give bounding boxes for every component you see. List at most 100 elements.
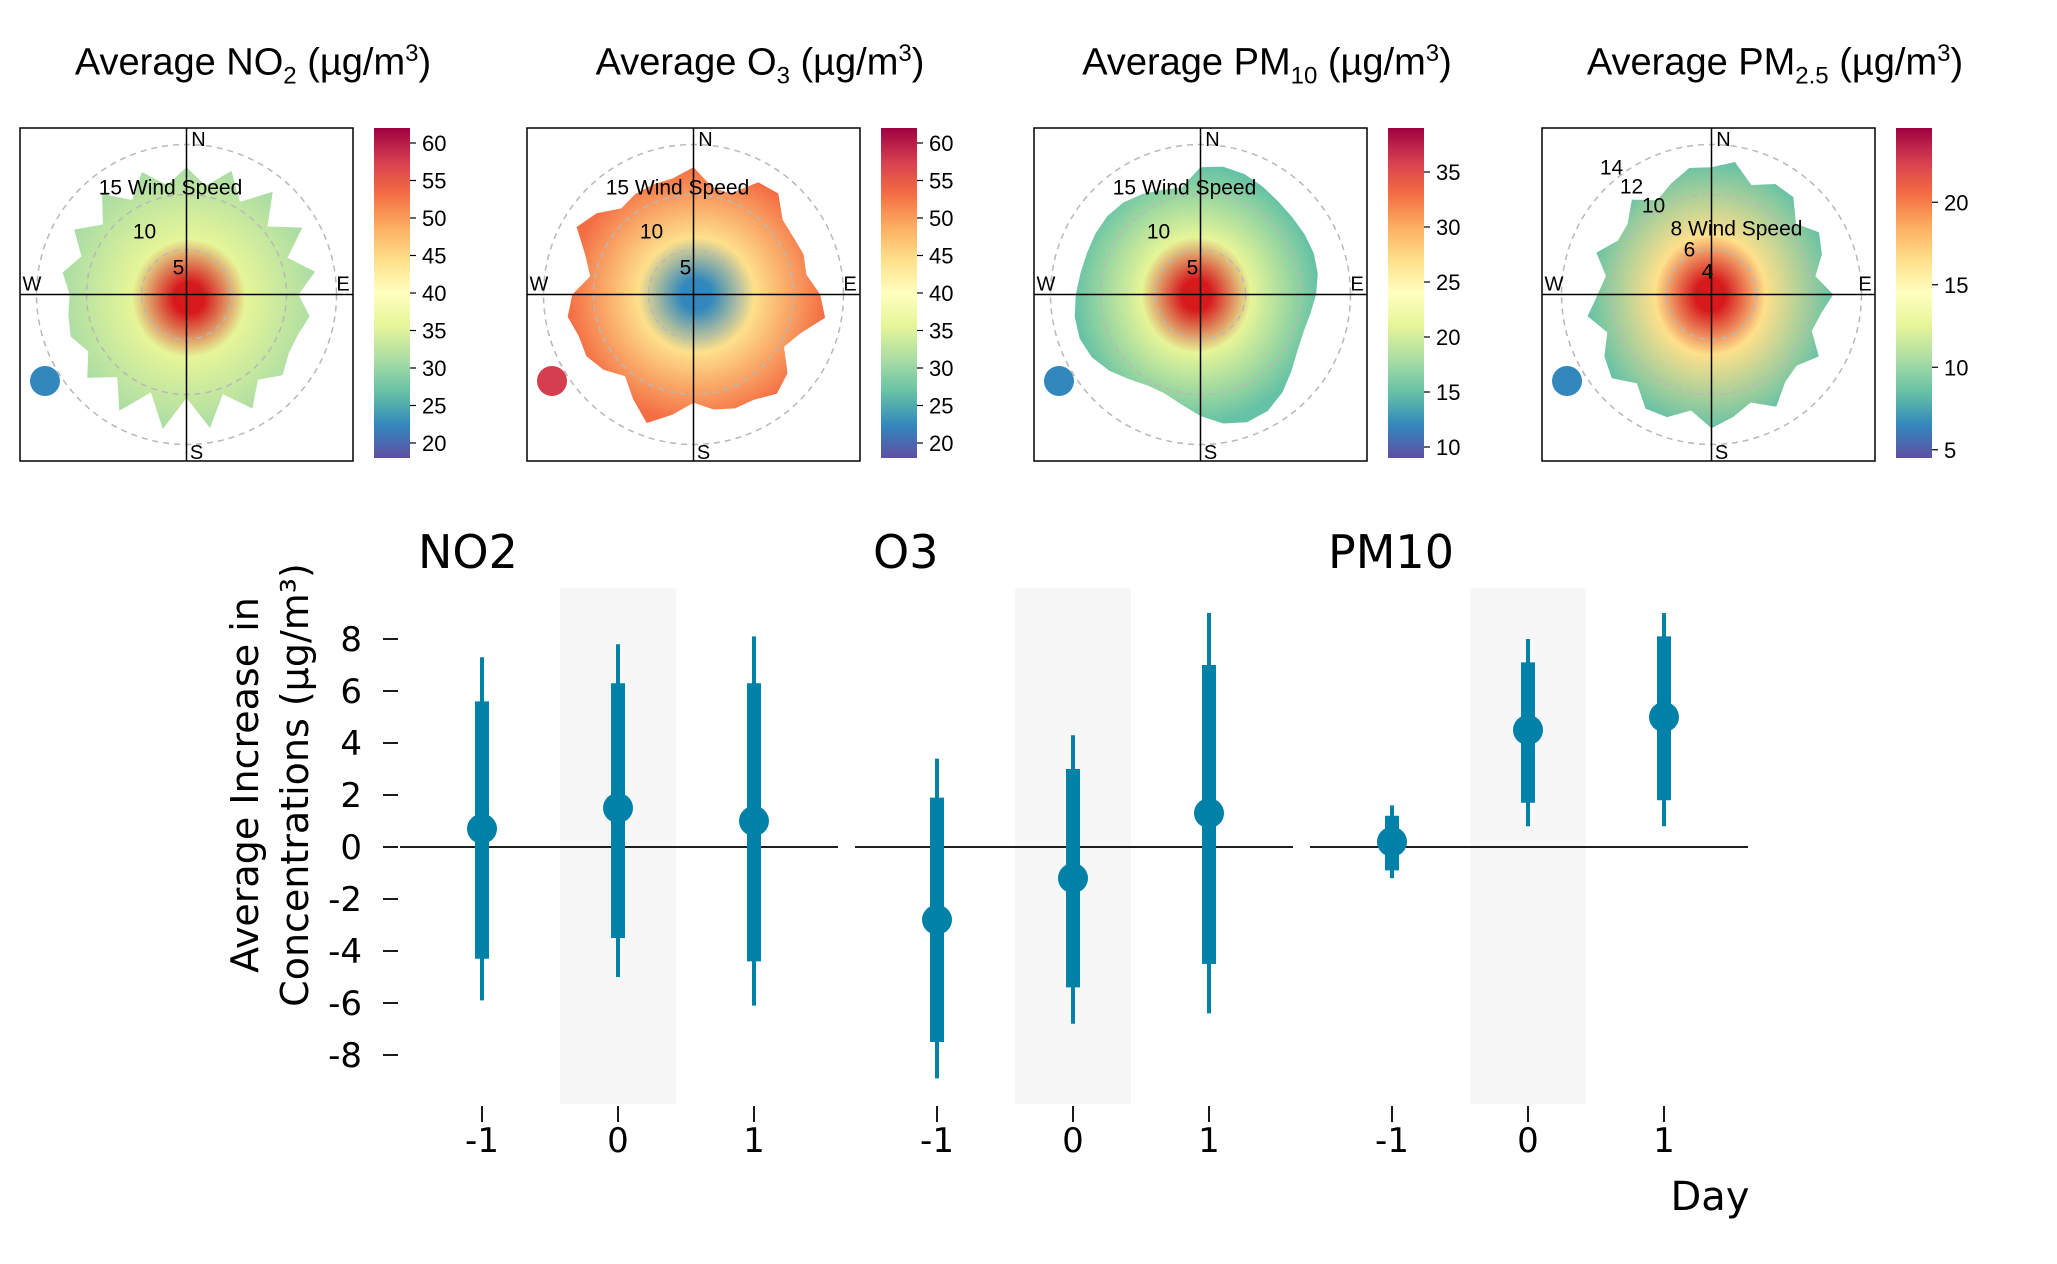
colorbar-tick-label: 20 xyxy=(1944,190,1968,215)
ring-label: 10 xyxy=(640,221,663,244)
colorbar-tick-label: 5 xyxy=(1944,438,1956,463)
colorbar-tick-label: 30 xyxy=(1436,215,1460,240)
title-sup: 3 xyxy=(898,40,912,67)
y-axis-label-line1: Average Increase in xyxy=(223,597,267,973)
y-axis-label-line2: Concentrations (µg/m³) xyxy=(273,563,317,1007)
title-post: ) xyxy=(1439,41,1452,84)
y-tick-label: -6 xyxy=(328,984,362,1024)
point-estimate xyxy=(1513,715,1543,745)
y-tick-label: 6 xyxy=(340,672,362,712)
y-tick-label: 4 xyxy=(340,724,362,764)
colorbar xyxy=(1388,128,1424,458)
x-tick-label: 0 xyxy=(1062,1121,1084,1161)
ring-label: 8 Wind Speed xyxy=(1671,218,1803,241)
colorbar-tick-label: 50 xyxy=(929,206,953,231)
coef-panel-no2: NO2 -1 0 1 xyxy=(400,525,838,1161)
colorbar xyxy=(881,128,917,458)
polar-plot-o3: Average O3 (µg/m3) N E S W 15 Wind Speed 10 5 60… xyxy=(515,0,1005,470)
ring-label: 12 xyxy=(1620,176,1643,199)
title-pre: Average PM xyxy=(1082,41,1291,84)
outlier-point xyxy=(30,366,60,396)
colorbar-tick-label: 15 xyxy=(1436,380,1460,405)
colorbar-tick-label: 25 xyxy=(422,394,446,419)
x-tick-label: -1 xyxy=(465,1121,499,1161)
x-tick-label: 1 xyxy=(743,1121,765,1161)
point-estimate xyxy=(1377,826,1407,857)
shaded-band xyxy=(560,588,676,1104)
ring-label: 6 xyxy=(1684,239,1696,262)
compass-n: N xyxy=(698,129,712,151)
title-mid: (µg/m xyxy=(1828,41,1938,84)
title-sub: 2 xyxy=(283,62,297,90)
colorbar-tick-label: 10 xyxy=(1436,435,1460,460)
title-sup: 3 xyxy=(1425,40,1440,67)
ring-label: 4 xyxy=(1702,261,1714,284)
compass-e: E xyxy=(1350,274,1363,296)
colorbar-tick-label: 35 xyxy=(929,319,953,344)
title-post: ) xyxy=(1950,41,1964,84)
colorbar-tick-label: 60 xyxy=(422,131,446,156)
x-tick-label: 0 xyxy=(1517,1121,1539,1161)
compass-s: S xyxy=(697,442,710,464)
outlier-point xyxy=(1552,366,1582,396)
panel-title: O3 xyxy=(873,525,938,579)
polar-title: Average PM2.5 (µg/m3) xyxy=(1530,40,2020,90)
panel-title: NO2 xyxy=(418,525,518,579)
compass-s: S xyxy=(190,442,203,464)
point-estimate xyxy=(739,806,769,836)
title-mid: (µg/m xyxy=(789,41,899,84)
x-tick-label: -1 xyxy=(1375,1121,1409,1161)
compass-n: N xyxy=(1716,129,1730,151)
ring-label: 10 xyxy=(133,221,156,244)
y-tick-label: 2 xyxy=(340,776,362,816)
compass-w: W xyxy=(530,274,549,296)
title-post: ) xyxy=(418,41,432,84)
point-estimate xyxy=(467,813,497,844)
polar-surface xyxy=(62,167,316,430)
colorbar-tick-label: 10 xyxy=(1944,355,1968,380)
colorbar-tick-label: 50 xyxy=(422,206,446,231)
compass-w: W xyxy=(23,274,42,296)
outlier-point xyxy=(1044,366,1074,396)
polar-title: Average O3 (µg/m3) xyxy=(515,40,1005,90)
compass-w: W xyxy=(1545,274,1564,296)
ring-label: 5 xyxy=(680,257,692,280)
colorbar-tick-label: 45 xyxy=(422,244,446,269)
compass-s: S xyxy=(1715,442,1728,464)
compass-e: E xyxy=(1858,274,1871,296)
title-sup: 3 xyxy=(405,40,419,67)
point-estimate xyxy=(1058,863,1088,894)
panel-title: PM10 xyxy=(1328,525,1454,579)
compass-w: W xyxy=(1037,274,1056,296)
colorbar-tick-label: 45 xyxy=(929,244,953,269)
shaded-band xyxy=(1470,588,1586,1104)
x-tick-label: 1 xyxy=(1198,1121,1220,1161)
title-sub: 2.5 xyxy=(1795,62,1829,90)
title-sub: 10 xyxy=(1290,62,1318,90)
colorbar-tick-label: 30 xyxy=(422,356,446,381)
polar-svg: N E S W 15 Wind Speed 10 5 35 30 25 20 15 10 xyxy=(1033,127,1460,464)
polar-svg: N E S W 15 Wind Speed 10 5 60 55 50 45 40 35 30 25 20 xyxy=(526,127,953,464)
colorbar-tick-label: 40 xyxy=(422,281,446,306)
compass-s: S xyxy=(1204,442,1217,464)
colorbar-tick-label: 55 xyxy=(422,169,446,194)
title-sup: 3 xyxy=(1937,40,1951,67)
y-tick-label: 8 xyxy=(340,620,362,660)
compass-n: N xyxy=(1205,129,1219,151)
shaded-band xyxy=(1015,588,1131,1104)
point-estimate xyxy=(922,904,952,935)
title-mid: (µg/m xyxy=(296,41,406,84)
coef-panel-pm10: PM10 -1 0 1 xyxy=(1310,525,1748,1161)
compass-e: E xyxy=(336,274,349,296)
ring-label: 15 Wind Speed xyxy=(1113,177,1257,200)
colorbar-tick-label: 30 xyxy=(929,356,953,381)
ring-label: 15 Wind Speed xyxy=(606,177,750,200)
ring-label: 14 xyxy=(1600,157,1624,180)
colorbar-tick-label: 25 xyxy=(1436,270,1460,295)
polar-title: Average NO2 (µg/m3) xyxy=(8,40,498,90)
y-tick-label: -8 xyxy=(328,1036,362,1076)
colorbar-tick-label: 55 xyxy=(929,169,953,194)
polar-plot-no2: Average NO2 (µg/m3) N E S W 15 Wind Speed 10 5 6… xyxy=(8,0,498,470)
title-sub: 3 xyxy=(776,62,790,90)
colorbar-tick-label: 15 xyxy=(1944,273,1968,298)
